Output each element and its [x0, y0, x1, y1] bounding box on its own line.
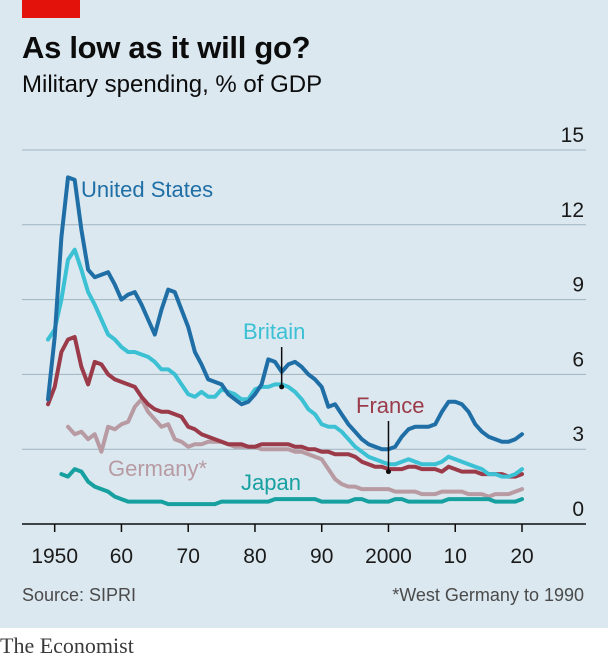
- leader-dot-britain: [279, 384, 285, 390]
- y-tick-label: 0: [572, 498, 584, 521]
- gridlines: [22, 149, 586, 525]
- line-chart: 0 3 6 9 12 15 1950 60 70 80 90 2000 10 20 United Sta…: [22, 124, 586, 568]
- y-axis-ticks: 0 3 6 9 12 15: [561, 124, 584, 521]
- series-line-france: [46, 335, 524, 479]
- y-tick-label: 15: [561, 124, 584, 147]
- series-label-britain: Britain: [243, 319, 305, 344]
- series-line-united-states: [46, 175, 524, 452]
- y-tick-label: 12: [561, 199, 584, 222]
- x-tick-label: 90: [310, 545, 333, 568]
- series-line-britain: [46, 247, 524, 479]
- x-tick-label: 70: [177, 545, 200, 568]
- x-axis: 1950 60 70 80 90 2000 10 20: [31, 524, 534, 568]
- x-tick-label: 20: [510, 545, 533, 568]
- y-tick-label: 3: [572, 423, 584, 446]
- series-label-united-states: United States: [81, 177, 213, 202]
- footnote: *West Germany to 1990: [392, 585, 584, 605]
- chart-card: As low as it will go? Military spending,…: [0, 0, 608, 628]
- leader-dot-france: [385, 469, 391, 475]
- y-tick-label: 6: [572, 348, 584, 371]
- series-line-japan: [59, 467, 524, 507]
- chart-subtitle: Military spending, % of GDP: [22, 71, 323, 98]
- x-tick-label: 10: [444, 545, 467, 568]
- x-tick-label: 80: [243, 545, 266, 568]
- brand-tag: [22, 0, 80, 18]
- series-lines: [46, 175, 524, 507]
- series-label-japan: Japan: [241, 470, 301, 495]
- economist-logo: The Economist: [0, 633, 134, 658]
- y-tick-label: 9: [572, 274, 584, 297]
- series-label-germany: Germany*: [108, 456, 207, 481]
- series-line-germany: [66, 397, 524, 499]
- source-note: Source: SIPRI: [22, 585, 137, 605]
- x-tick-label: 2000: [365, 545, 412, 568]
- series-label-france: France: [356, 393, 424, 418]
- x-tick-label: 60: [110, 545, 133, 568]
- chart-title: As low as it will go?: [22, 30, 311, 65]
- x-tick-label: 1950: [31, 545, 78, 568]
- annotations: United States Britain France Germany* Japan: [81, 177, 424, 495]
